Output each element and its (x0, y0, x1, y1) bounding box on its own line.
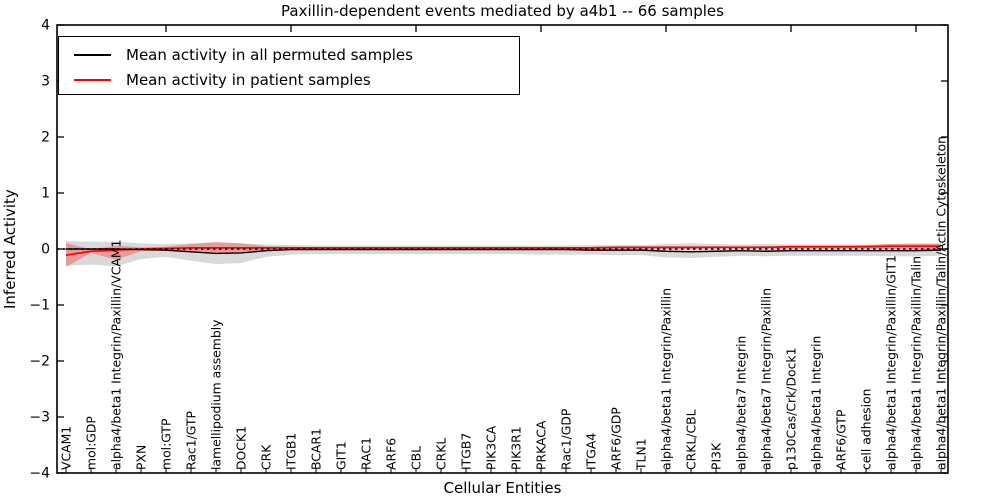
x-category-label: p130Cas/Crk/Dock1 (784, 348, 799, 470)
x-category-label: alpha4/beta1 Integrin/Paxillin/Talin/Act… (934, 136, 949, 470)
x-category-label: CRKL (434, 438, 449, 470)
x-category-label: ARF6/GTP (834, 409, 849, 470)
x-axis-label: Cellular Entities (443, 479, 562, 497)
x-category-label: PIK3CA (484, 425, 499, 470)
legend-line-sample-patient (74, 78, 111, 81)
x-category-label: alpha4/beta1 Integrin (809, 336, 824, 470)
x-category-label: CRK (259, 444, 274, 470)
y-tick-label: −4 (29, 466, 50, 482)
y-tick-label: 1 (41, 186, 50, 202)
x-category-label: CRKL/CBL (684, 409, 699, 470)
x-category-label: GIT1 (334, 441, 349, 470)
series-line-patient (65, 245, 941, 256)
y-tick-label: 2 (41, 130, 50, 146)
y-tick-label: 0 (41, 242, 50, 258)
series-line-permuted (66, 248, 942, 255)
x-category-label: mol:GDP (84, 416, 99, 470)
x-category-label: lamellipodium assembly (209, 319, 224, 470)
x-category-label: alpha4/beta1 Integrin/Paxillin/Talin (909, 256, 924, 470)
x-category-label: alpha4/beta1 Integrin/Paxillin (659, 288, 674, 470)
x-category-label: BCAR1 (309, 428, 324, 470)
x-category-label: alpha4/beta1 Integrin/Paxillin/GIT1 (884, 255, 899, 470)
legend-label-permuted: Mean activity in all permuted samples (126, 45, 413, 64)
x-category-label: RAC1 (359, 437, 374, 470)
x-category-label: alpha4/beta1 Integrin/Paxillin/VCAM1 (109, 240, 124, 470)
x-category-label: ITGB1 (284, 433, 299, 470)
x-category-label: PRKACA (534, 420, 549, 470)
legend-item-permuted: Mean activity in all permuted samples (59, 42, 519, 67)
chart-title: Paxillin-dependent events mediated by a4… (281, 2, 724, 20)
legend: Mean activity in all permuted samples Me… (58, 36, 520, 95)
x-category-label: TLN1 (634, 438, 649, 471)
x-category-label: PIK3R1 (509, 426, 524, 470)
y-axis-label: Inferred Activity (1, 189, 19, 309)
y-tick-label: −2 (29, 354, 50, 370)
plot-border (56, 24, 949, 474)
y-tick-label: −1 (29, 298, 50, 314)
x-category-label: Rac1/GDP (559, 408, 574, 470)
x-category-label: cell adhesion (859, 388, 874, 470)
x-category-label: alpha4/beta7 Integrin (734, 336, 749, 470)
x-category-label: ITGA4 (584, 433, 599, 470)
x-category-label: CBL (409, 446, 424, 470)
x-category-label: mol:GTP (159, 418, 174, 470)
x-category-label: PI3K (709, 442, 724, 470)
y-tick-label: 4 (41, 18, 50, 34)
x-category-label: Rac1/GTP (184, 410, 199, 470)
legend-line-sample-permuted (74, 53, 111, 56)
x-category-label: alpha4/beta7 Integrin/Paxillin (759, 288, 774, 470)
legend-item-patient: Mean activity in patient samples (59, 67, 519, 92)
y-tick-label: −3 (29, 410, 50, 426)
x-category-label: VCAM1 (59, 426, 74, 470)
x-category-label: PXN (134, 445, 149, 470)
x-category-label: DOCK1 (234, 426, 249, 470)
x-category-label: ITGB7 (459, 433, 474, 470)
x-category-label: ARF6 (384, 438, 399, 470)
x-category-label: ARF6/GDP (609, 407, 624, 470)
legend-label-patient: Mean activity in patient samples (126, 70, 371, 89)
y-tick-label: 3 (41, 74, 50, 90)
